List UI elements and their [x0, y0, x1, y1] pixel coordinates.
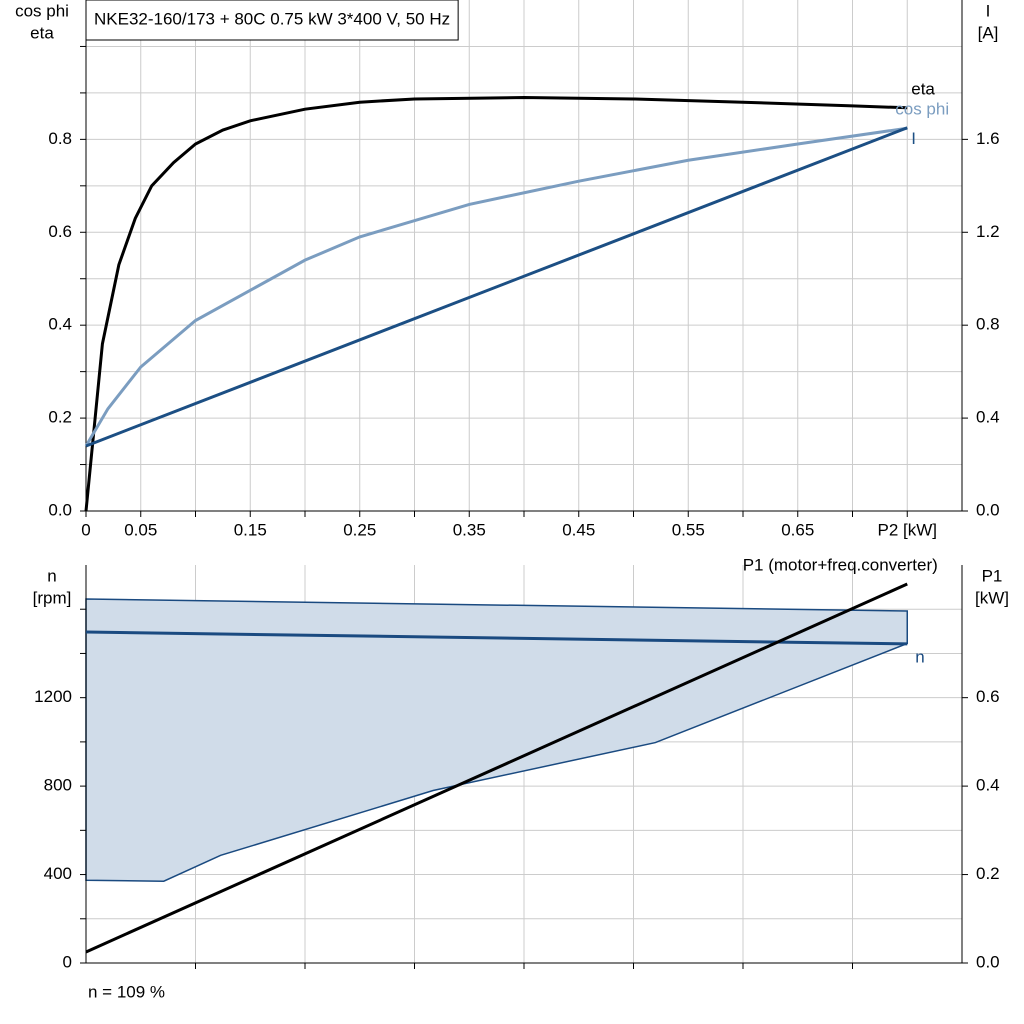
y2-tick-label: 0.0 — [976, 500, 1000, 519]
series-label: P1 (motor+freq.converter) — [743, 555, 938, 574]
y-axis-label: eta — [30, 23, 54, 42]
series-label: n — [915, 647, 924, 666]
y-tick-label: 0 — [63, 952, 72, 971]
series-line — [85, 126, 908, 448]
x-tick-label: 0.55 — [672, 520, 705, 539]
note: n = 109 % — [88, 982, 165, 1001]
x-tick-label: 0.45 — [562, 520, 595, 539]
y-axis-label: cos phi — [15, 1, 69, 20]
y2-axis-label: [A] — [978, 23, 999, 42]
y-tick-label: 0.4 — [48, 315, 72, 334]
series-label: eta — [911, 79, 935, 98]
y2-tick-label: 1.6 — [976, 129, 1000, 148]
y2-axis-label: [kW] — [975, 588, 1009, 607]
y2-axis-label: I — [986, 1, 991, 20]
y-tick-label: 0.6 — [48, 222, 72, 241]
y2-tick-label: 0.4 — [976, 776, 1000, 795]
y-tick-label: 400 — [44, 864, 72, 883]
y-tick-label: 1200 — [34, 687, 72, 706]
y-tick-label: 0.8 — [48, 129, 72, 148]
y2-tick-label: 0.6 — [976, 687, 1000, 706]
operating-range — [85, 598, 908, 882]
y-axis-label: n — [47, 566, 56, 585]
series-line — [84, 126, 908, 447]
series-line — [84, 96, 908, 512]
x-tick-label: 0.25 — [343, 520, 376, 539]
x-tick-label: 0.05 — [124, 520, 157, 539]
y2-tick-label: 0.8 — [976, 315, 1000, 334]
chart-title: NKE32-160/173 + 80C 0.75 kW 3*400 V, 50 … — [94, 9, 450, 28]
y2-tick-label: 0.2 — [976, 864, 1000, 883]
y-tick-label: 0.0 — [48, 500, 72, 519]
series-line — [85, 630, 908, 646]
x-tick-label: 0.15 — [234, 520, 267, 539]
x-tick-label: 0.65 — [781, 520, 814, 539]
y-axis-label: [rpm] — [33, 588, 72, 607]
y2-axis-label: P1 — [982, 566, 1003, 585]
series-line — [85, 582, 908, 954]
x-tick-label: P2 [kW] — [877, 520, 937, 539]
y2-tick-label: 1.2 — [976, 222, 1000, 241]
y2-tick-label: 0.4 — [976, 408, 1000, 427]
y-tick-label: 0.2 — [48, 408, 72, 427]
title-box — [85, 0, 459, 41]
series-label: I — [911, 129, 916, 148]
x-tick-label: 0.35 — [453, 520, 486, 539]
y-tick-label: 800 — [44, 776, 72, 795]
x-tick-label: 0 — [81, 520, 90, 539]
series-label: cos phi — [895, 100, 949, 119]
y2-tick-label: 0.0 — [976, 952, 1000, 971]
